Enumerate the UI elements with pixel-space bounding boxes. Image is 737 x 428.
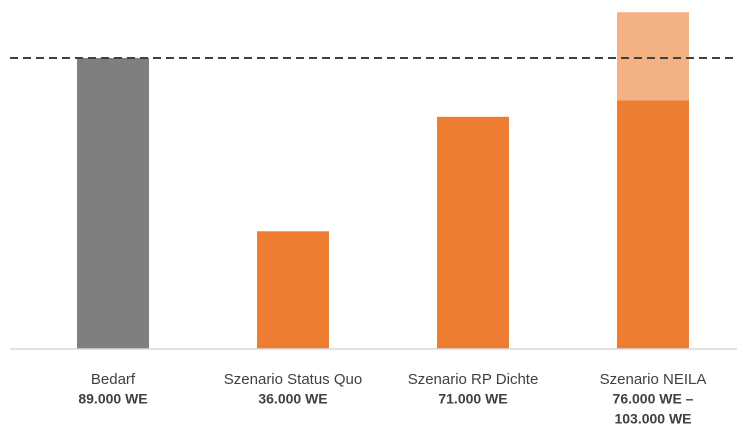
value-label: 76.000 WE – [613, 391, 694, 407]
value-label: 71.000 WE [438, 391, 507, 407]
bar [617, 100, 689, 349]
bar [77, 57, 149, 349]
category-label: Bedarf [91, 371, 136, 388]
value-label: 89.000 WE [78, 391, 147, 407]
bar [257, 231, 329, 349]
category-label: Szenario NEILA [600, 371, 707, 388]
category-label: Szenario Status Quo [224, 371, 362, 388]
bar [437, 116, 509, 349]
bar-range [617, 12, 689, 101]
category-label: Szenario RP Dichte [408, 371, 539, 388]
value-label: 36.000 WE [258, 391, 327, 407]
value-label: 103.000 WE [614, 411, 691, 427]
